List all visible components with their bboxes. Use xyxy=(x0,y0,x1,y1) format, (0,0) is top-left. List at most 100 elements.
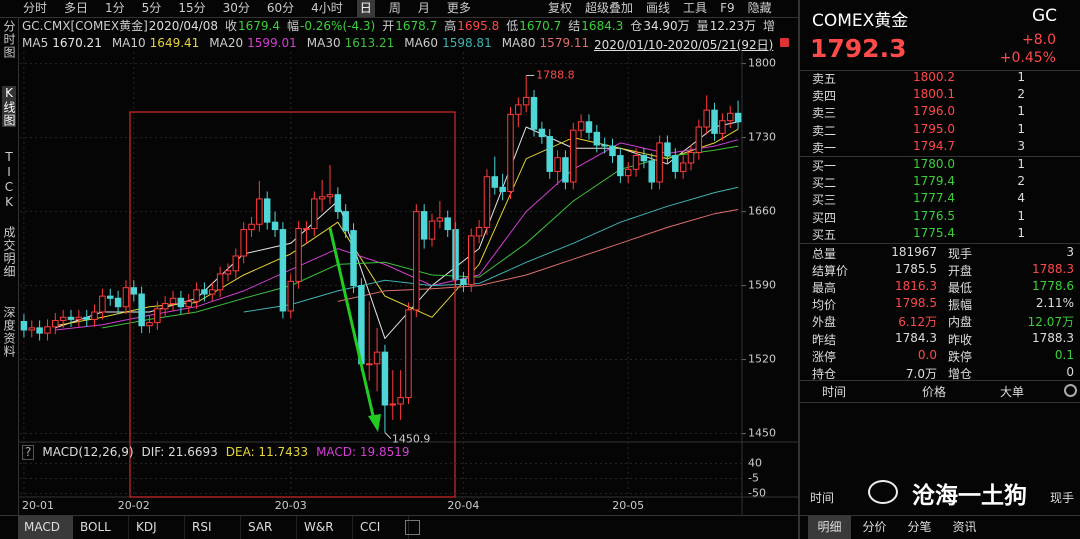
candle-body xyxy=(593,131,601,146)
stat-label: 昨结 xyxy=(812,332,837,347)
settings-icon[interactable] xyxy=(1064,384,1077,397)
period-button[interactable]: 多日 xyxy=(64,1,89,15)
info-value: 1695.8 xyxy=(457,19,500,33)
stat-value: 1788.3 xyxy=(1032,262,1074,277)
candle-body xyxy=(562,157,569,183)
macd-help[interactable]: ? xyxy=(22,445,35,460)
indicator-tab[interactable]: RSI xyxy=(186,516,241,539)
stat-label: 内盘 xyxy=(948,315,973,330)
indicator-tab[interactable]: BOLL xyxy=(74,516,129,539)
info-item: 开 1678.7 xyxy=(382,18,437,35)
tool-button[interactable]: 画线 xyxy=(646,1,671,15)
book-label: 买一 xyxy=(812,159,837,173)
period-button[interactable]: 4小时 xyxy=(311,1,343,15)
stat-label: 最低 xyxy=(948,281,973,296)
stat-label: 持仓 xyxy=(812,366,837,381)
candle-body xyxy=(703,109,710,128)
candle-body xyxy=(59,316,67,321)
tool-button[interactable]: 工具 xyxy=(683,1,708,15)
stat-value: 0.1 xyxy=(1054,347,1074,362)
info-key: 收 xyxy=(224,19,237,33)
info-item: 结 1684.3 xyxy=(568,18,623,35)
period-button[interactable]: 分时 xyxy=(23,1,48,15)
period-button[interactable]: 更多 xyxy=(446,1,471,15)
info-key: 开 xyxy=(382,19,395,33)
sep xyxy=(800,380,1080,381)
book-label: 卖一 xyxy=(812,140,837,155)
stat-value: 1816.3 xyxy=(895,279,937,294)
tool-button[interactable]: 隐藏 xyxy=(747,1,772,15)
side-border xyxy=(18,17,19,515)
candle-body xyxy=(389,403,397,406)
book-volume: 1 xyxy=(1017,225,1025,240)
date-range: 2020/01/10-2020/05/21(92日) xyxy=(594,38,774,52)
book-volume: 4 xyxy=(1017,191,1025,206)
sep xyxy=(800,156,1080,157)
y-tick-label: 1520 xyxy=(748,353,776,366)
book-volume: 1 xyxy=(1017,208,1025,223)
stat-label: 跌停 xyxy=(948,349,973,364)
info-key: 结 xyxy=(568,19,581,33)
period-button[interactable]: 5分 xyxy=(141,1,162,15)
candle-body xyxy=(570,129,577,183)
stock-name: COMEX黄金 xyxy=(812,11,909,31)
macd-tick-label: 40 xyxy=(748,456,762,469)
y-tick-label: 1660 xyxy=(748,205,776,218)
candle-body xyxy=(609,145,616,157)
price-change: +8.0 xyxy=(1022,32,1056,48)
indicator-tab[interactable]: CCI xyxy=(354,516,409,539)
panel-tab[interactable]: 资讯 xyxy=(952,520,977,534)
indicator-tab[interactable]: KDJ xyxy=(130,516,185,539)
y-tick-label: 1450 xyxy=(748,427,776,440)
indicator-tab[interactable]: W&R xyxy=(298,516,353,539)
book-volume: 1 xyxy=(1017,70,1025,84)
candle-body xyxy=(248,223,255,231)
info-item: 量 12.23万 xyxy=(697,18,756,35)
period-button[interactable]: 30分 xyxy=(222,1,250,15)
tool-button[interactable]: 复权 xyxy=(548,1,573,15)
stat-label: 涨停 xyxy=(812,349,837,364)
tool-button[interactable]: F9 xyxy=(720,1,735,15)
ticks-header: 时间 xyxy=(822,385,847,399)
candle-body xyxy=(695,126,703,153)
period-button[interactable]: 月 xyxy=(417,1,430,15)
ma-item: MA10 1649.41 xyxy=(112,35,199,52)
x-tick-label: 20-01 xyxy=(22,499,54,512)
panel-tab[interactable]: 明细 xyxy=(808,516,851,539)
stat-label: 均价 xyxy=(812,298,837,313)
add-tab[interactable] xyxy=(405,520,420,535)
info-item: 低 1670.7 xyxy=(506,18,561,35)
panel-tab[interactable]: 分价 xyxy=(862,520,887,534)
indicator-tab[interactable]: SAR xyxy=(242,516,297,539)
candle-body xyxy=(515,104,522,115)
ma-item: MA60 1598.81 xyxy=(404,35,491,52)
side-tab[interactable]: 深度资料 xyxy=(2,306,16,358)
x-tick-label: 20-02 xyxy=(118,499,150,512)
ma-name: MA30 xyxy=(306,36,341,50)
period-button[interactable]: 60分 xyxy=(266,1,295,15)
sep xyxy=(800,243,1080,244)
period-button[interactable]: 日 xyxy=(356,0,375,17)
side-tab[interactable]: 成交明细 xyxy=(2,226,16,278)
footer-label: 现手 xyxy=(1050,491,1075,505)
panel-tab[interactable]: 分笔 xyxy=(907,520,932,534)
book-label: 买二 xyxy=(812,176,837,191)
candle-body xyxy=(75,316,83,320)
info-item: 幅 -0.26%(-4.3) xyxy=(287,18,375,35)
tool-button[interactable]: 超级叠加 xyxy=(585,1,634,15)
candle-body xyxy=(468,235,475,286)
candle-body xyxy=(640,155,648,162)
stat-value: 6.12万 xyxy=(898,315,937,330)
watermark: 沧海一土狗 xyxy=(912,483,1027,509)
candle-body xyxy=(726,112,734,122)
period-button[interactable]: 15分 xyxy=(178,1,206,15)
stat-value: 1785.5 xyxy=(895,262,937,277)
period-button[interactable]: 周 xyxy=(388,1,401,15)
indicator-tab[interactable]: MACD xyxy=(18,516,73,539)
side-tab[interactable]: TICK xyxy=(2,150,16,210)
period-button[interactable]: 1分 xyxy=(105,1,125,15)
candle-body xyxy=(91,311,98,320)
book-label: 买三 xyxy=(812,193,837,208)
side-tab[interactable]: K线图 xyxy=(2,86,16,127)
side-tab[interactable]: 分时图 xyxy=(2,20,16,59)
